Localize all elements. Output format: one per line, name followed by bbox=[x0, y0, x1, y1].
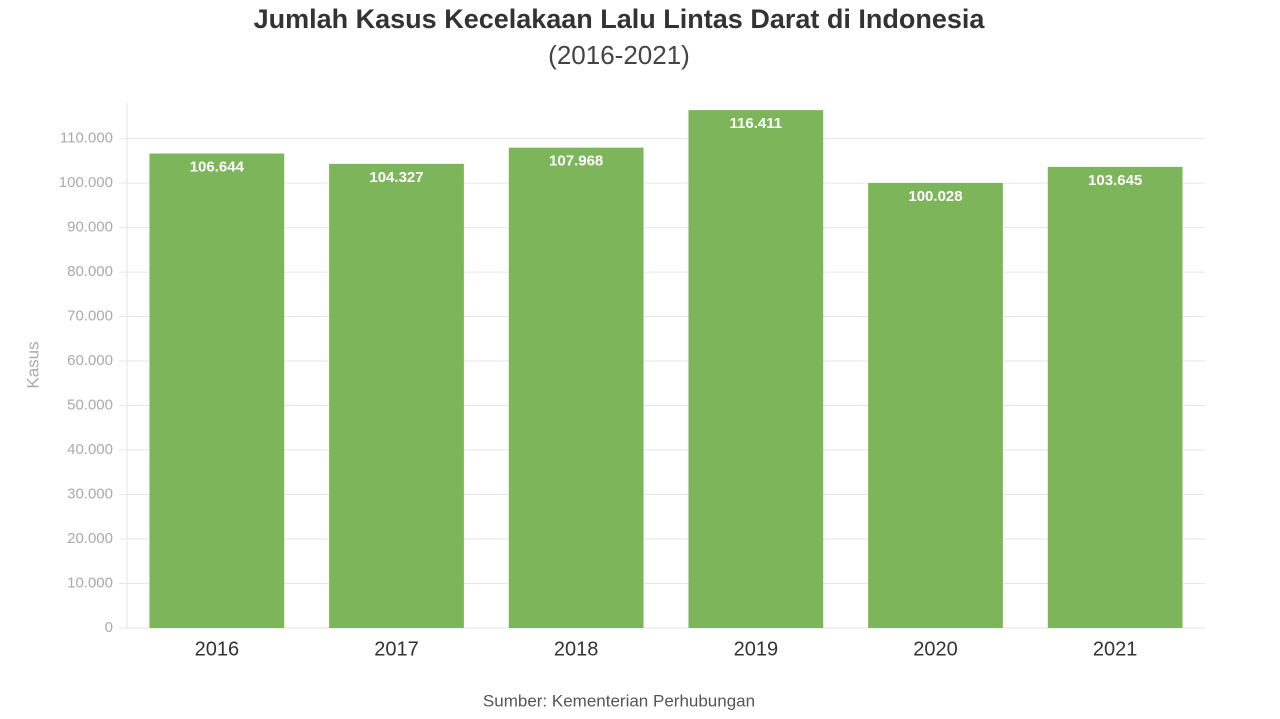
source-note: Sumber: Kementerian Perhubungan bbox=[483, 691, 755, 710]
y-tick-label: 70.000 bbox=[67, 308, 113, 325]
value-label: 104.327 bbox=[369, 169, 423, 186]
y-tick-label: 30.000 bbox=[67, 485, 113, 502]
x-tick-label: 2019 bbox=[734, 638, 779, 660]
y-tick-label: 90.000 bbox=[67, 219, 113, 236]
y-tick-label: 60.000 bbox=[67, 352, 113, 369]
y-axis-label: Kasus bbox=[23, 341, 42, 388]
value-label: 106.644 bbox=[190, 158, 245, 175]
value-label: 116.411 bbox=[730, 115, 783, 132]
y-tick-label: 20.000 bbox=[67, 530, 113, 547]
y-tick-label: 50.000 bbox=[67, 397, 113, 414]
y-tick-label: 10.000 bbox=[67, 574, 113, 591]
x-tick-label: 2020 bbox=[913, 638, 958, 660]
bar bbox=[688, 110, 824, 628]
chart-title: Jumlah Kasus Kecelakaan Lalu Lintas Dara… bbox=[254, 4, 986, 34]
x-tick-label: 2021 bbox=[1093, 638, 1138, 660]
value-label: 100.028 bbox=[908, 188, 962, 205]
bar bbox=[149, 153, 285, 628]
y-tick-label: 80.000 bbox=[67, 263, 113, 280]
x-tick-label: 2018 bbox=[554, 638, 599, 660]
x-tick-label: 2016 bbox=[195, 638, 240, 660]
bar bbox=[868, 182, 1003, 628]
x-tick-label: 2017 bbox=[374, 638, 419, 660]
y-tick-label: 40.000 bbox=[67, 441, 113, 458]
y-tick-label: 100.000 bbox=[59, 174, 113, 191]
value-label: 103.645 bbox=[1088, 172, 1142, 189]
bar bbox=[1047, 166, 1183, 628]
bar bbox=[329, 163, 464, 629]
bar bbox=[508, 147, 644, 628]
chart-subtitle: (2016-2021) bbox=[548, 40, 690, 70]
y-tick-label: 0 bbox=[105, 619, 113, 636]
y-tick-label: 110.000 bbox=[60, 130, 113, 147]
value-label: 107.968 bbox=[549, 153, 603, 170]
